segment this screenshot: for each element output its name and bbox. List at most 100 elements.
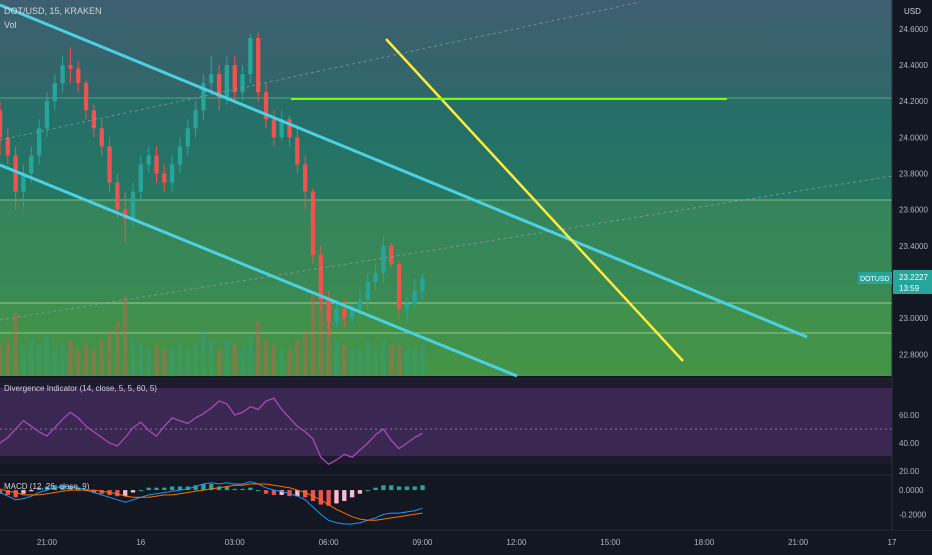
time-tick-label: 21:00 <box>788 538 809 547</box>
macd-histogram-bar <box>201 484 206 491</box>
macd-histogram-bar <box>146 487 151 491</box>
candle-body <box>404 303 410 310</box>
macd-histogram-bar <box>295 490 300 497</box>
candle-body <box>83 83 89 111</box>
candle-body <box>396 263 402 310</box>
volume-bar <box>169 349 175 376</box>
candle-body <box>0 110 3 138</box>
time-tick-label: 18:00 <box>694 538 715 547</box>
time-tick-label: 15:00 <box>600 538 621 547</box>
candle-body <box>60 65 65 84</box>
candle-body <box>99 128 104 147</box>
candle-body <box>240 74 245 93</box>
macd-histogram-bar <box>185 486 190 491</box>
divergence-title[interactable]: Divergence Indicator (14, close, 5, 5, 6… <box>4 384 157 393</box>
time-tick-label: 06:00 <box>319 538 340 547</box>
volume-bar <box>201 331 206 376</box>
time-tick-label: 12:00 <box>506 538 527 547</box>
candle-body <box>216 74 222 98</box>
macd-histogram-bar <box>349 490 355 498</box>
descending-trendline[interactable] <box>385 38 684 362</box>
candle-body <box>146 155 151 165</box>
candle-body <box>295 137 300 165</box>
macd-histogram-bar <box>115 490 120 497</box>
price-tick-label: 24.0000 <box>899 133 928 142</box>
macd-histogram-bar <box>154 487 159 491</box>
price-axis-background[interactable] <box>893 0 932 530</box>
candle-body <box>29 155 34 174</box>
macd-histogram-bar <box>263 490 269 494</box>
divergence-tick-label: 20.00 <box>899 467 920 476</box>
channel-upper-line[interactable] <box>0 3 808 339</box>
macd-histogram-bar <box>76 487 81 491</box>
macd-histogram-bar <box>60 485 65 491</box>
candle-body <box>224 65 230 98</box>
volume-bar <box>396 344 402 376</box>
volume-bar <box>279 349 284 376</box>
symbol-label[interactable]: DOT/USD, 15, KRAKEN <box>4 6 102 16</box>
candle-body <box>107 146 112 183</box>
price-tick-label: 23.4000 <box>899 242 928 251</box>
volume-bar <box>36 344 42 376</box>
volume-bar <box>115 322 120 376</box>
price-tick-label: 24.2000 <box>899 97 928 106</box>
time-tick-label: 16 <box>136 538 145 547</box>
macd-histogram-bar <box>318 490 323 505</box>
macd-histogram-bar <box>365 490 370 492</box>
volume-bar <box>256 322 261 376</box>
candle-body <box>349 309 355 319</box>
divergence-band <box>0 388 892 456</box>
channel-lower-line[interactable] <box>0 163 518 378</box>
candle-body <box>21 173 26 192</box>
volume-bar <box>365 340 370 376</box>
divergence-tick-label: 40.00 <box>899 439 920 448</box>
time-tick-label: 21:00 <box>37 538 58 547</box>
candle-body <box>115 182 120 210</box>
macd-histogram-bar <box>99 490 104 494</box>
volume-bar <box>248 335 253 376</box>
candle-body <box>193 110 198 129</box>
candle-body <box>412 291 417 304</box>
volume-bar <box>389 344 394 376</box>
price-tick-label: 22.8000 <box>899 350 928 359</box>
candle-body <box>36 128 42 156</box>
volume-bar <box>303 331 308 376</box>
volume-bar <box>271 344 277 376</box>
macd-histogram-bar <box>162 487 167 491</box>
candle-body <box>123 209 128 219</box>
time-tick-label: 03:00 <box>225 538 246 547</box>
macd-histogram-bar <box>209 484 214 491</box>
price-tick-label: 23.0000 <box>899 314 928 323</box>
macd-title[interactable]: MACD (12, 26, close, 9) <box>4 482 90 491</box>
candle-body <box>52 83 57 102</box>
volume-bar <box>381 340 386 376</box>
candle-body <box>177 146 183 165</box>
zone-upper <box>0 98 892 200</box>
macd-histogram-bar <box>216 486 222 491</box>
macd-pane <box>0 478 892 530</box>
macd-histogram-bar <box>287 490 292 497</box>
macd-line <box>0 481 423 525</box>
volume-label[interactable]: Vol <box>4 20 17 30</box>
volume-bar <box>21 349 26 376</box>
volume-bar <box>357 349 363 376</box>
price-tick-label: 23.6000 <box>899 206 928 215</box>
macd-signal-line <box>0 483 423 521</box>
price-tick-label: 24.4000 <box>899 61 928 70</box>
macd-histogram-bar <box>13 490 18 498</box>
macd-histogram-bar <box>193 485 198 491</box>
candle-body <box>271 119 277 138</box>
candle-body <box>334 309 339 322</box>
candle-body <box>279 119 284 138</box>
macd-histogram-bar <box>256 490 261 492</box>
candle-body <box>209 74 214 84</box>
candle-body <box>326 300 331 322</box>
volume-bar <box>310 295 316 376</box>
candle-body <box>248 37 253 75</box>
macd-histogram-bar <box>389 485 394 491</box>
volume-bar <box>232 344 237 376</box>
volume-bar <box>263 340 269 376</box>
candle-body <box>420 278 425 292</box>
volume-bar <box>224 340 230 376</box>
